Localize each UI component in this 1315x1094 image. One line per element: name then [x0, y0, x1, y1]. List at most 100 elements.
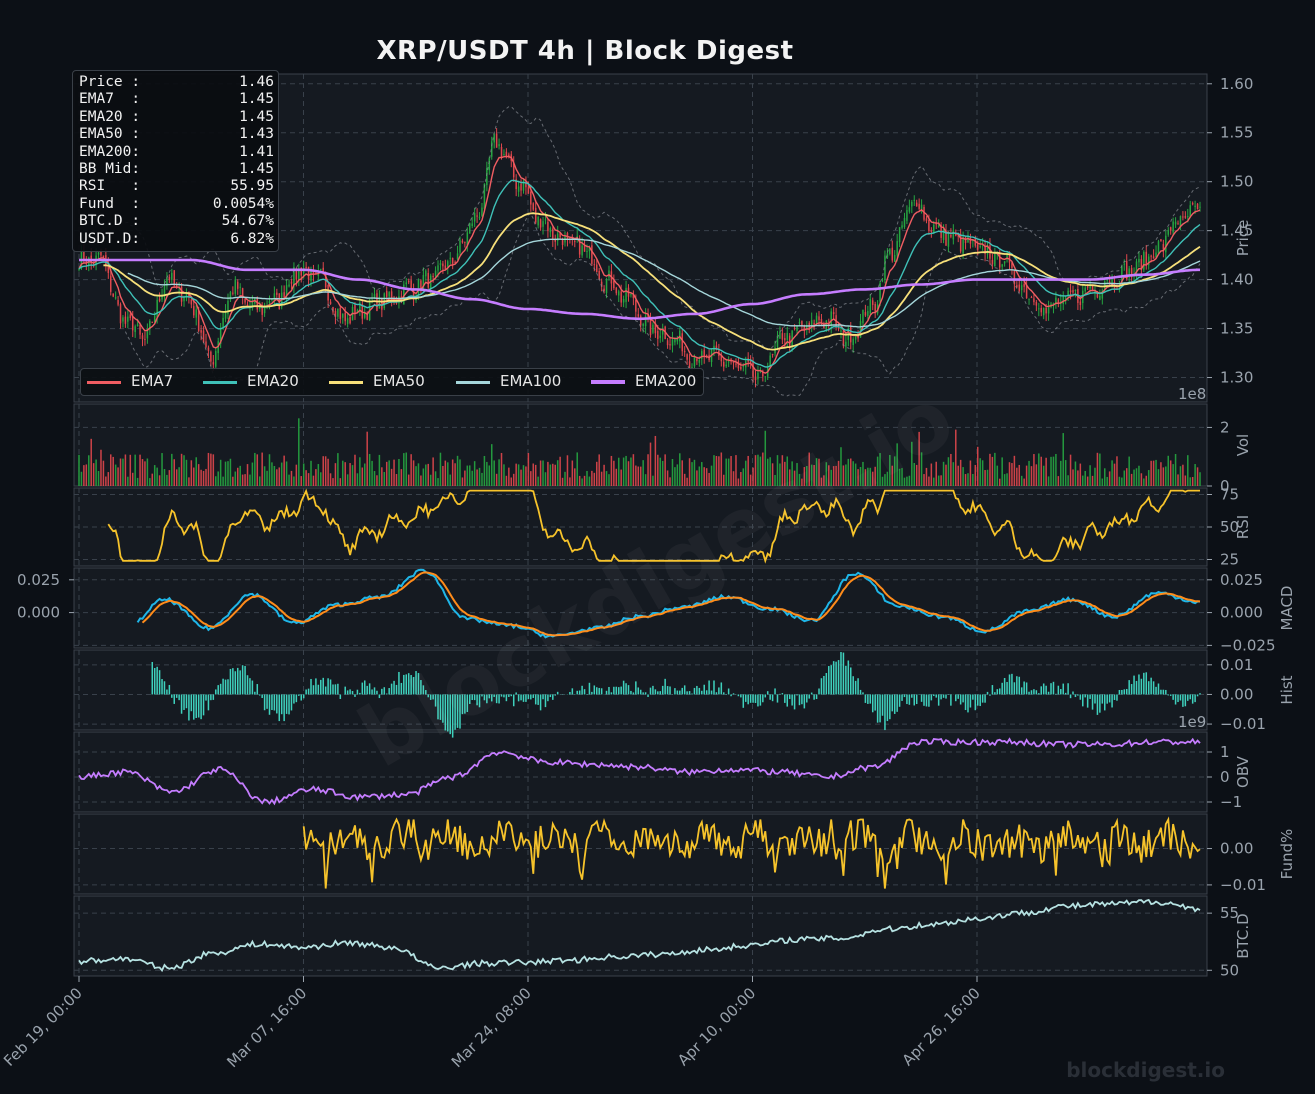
- candle-body: [952, 230, 955, 240]
- hist-bar: [737, 694, 740, 697]
- candle-body: [320, 268, 322, 270]
- hist-bar: [500, 694, 503, 697]
- volume-bar: [244, 474, 246, 486]
- volume-bar: [434, 471, 437, 486]
- candle-body: [578, 237, 581, 255]
- candle-body: [818, 316, 820, 321]
- volume-bar: [229, 458, 232, 486]
- hist-bar: [776, 694, 779, 703]
- hist-bar: [781, 693, 784, 695]
- volume-bar: [349, 463, 351, 486]
- candle-body: [451, 257, 454, 264]
- candle-body: [481, 207, 483, 216]
- volume-bar: [749, 474, 752, 486]
- hist-bar: [530, 694, 532, 700]
- hist-bar: [512, 694, 515, 707]
- volume-bar: [290, 470, 293, 486]
- volume-bar: [1184, 475, 1187, 486]
- volume-bar: [720, 452, 723, 486]
- candle-body: [764, 376, 767, 378]
- hist-bar: [556, 691, 559, 695]
- hist-bar: [600, 688, 603, 695]
- volume-bar: [796, 463, 798, 486]
- hist-bar: [578, 690, 581, 695]
- volume-bar: [471, 470, 473, 486]
- volume-bar: [832, 466, 835, 486]
- hist-bar: [752, 694, 754, 703]
- candle-body: [552, 228, 554, 240]
- volume-bar: [80, 471, 83, 486]
- hist-bar: [205, 694, 207, 701]
- hist-bar: [161, 679, 163, 695]
- hist-bar: [407, 673, 410, 695]
- candle-body: [632, 294, 635, 299]
- candle-body: [769, 355, 771, 367]
- volume-bar: [271, 462, 273, 486]
- hist-bar: [285, 694, 288, 714]
- candle-body: [263, 305, 266, 314]
- volume-bar: [891, 465, 894, 486]
- hist-bar: [632, 692, 635, 695]
- candle-body: [801, 321, 803, 326]
- info-key: USDT.D:: [79, 230, 141, 247]
- volume-bar: [136, 477, 139, 486]
- candle-body: [1162, 244, 1165, 250]
- legend-label: EMA7: [131, 372, 174, 390]
- candle-body: [388, 292, 390, 297]
- volume-bar: [1160, 462, 1162, 486]
- candle-body: [906, 210, 908, 221]
- hist-bar: [1157, 683, 1160, 695]
- hist-bar: [937, 694, 940, 706]
- candle-body: [476, 215, 478, 217]
- volume-bar: [884, 474, 886, 486]
- hist-bar: [1016, 676, 1018, 695]
- hist-bar: [854, 680, 857, 695]
- hist-bar: [293, 694, 295, 704]
- volume-bar: [1084, 470, 1086, 486]
- candle-body: [659, 335, 662, 338]
- candle-body: [442, 263, 444, 267]
- hist-bar: [478, 694, 481, 708]
- candle-body: [503, 154, 505, 156]
- hist-bar: [730, 694, 732, 697]
- hist-bar: [261, 694, 263, 699]
- hist-bar: [681, 687, 683, 695]
- candle-body: [525, 183, 527, 188]
- hist-bar: [571, 688, 574, 695]
- hist-bar: [1174, 694, 1177, 705]
- hist-bar: [217, 685, 219, 695]
- candle-body: [1079, 301, 1082, 305]
- volume-bar: [664, 454, 666, 486]
- candle-body: [532, 203, 535, 210]
- volume-bar: [1113, 463, 1116, 486]
- candle-body: [1140, 259, 1143, 270]
- volume-bar: [539, 460, 542, 486]
- hist-bar: [425, 690, 427, 695]
- info-value: 1.45: [239, 108, 274, 125]
- candle-body: [933, 224, 935, 232]
- candle-body: [913, 199, 916, 201]
- hist-bar: [581, 685, 583, 695]
- candle-body: [310, 270, 312, 281]
- ema-legend: EMA7 EMA20 EMA50 EMA100 EMA200: [80, 368, 704, 396]
- candle-body: [1172, 221, 1174, 233]
- volume-bar: [625, 455, 627, 486]
- info-row: Fund : 0.0054%: [79, 196, 274, 213]
- hist-bar: [193, 694, 195, 720]
- volume-bar: [566, 455, 569, 486]
- hist-bar: [647, 694, 649, 698]
- volume-bar: [913, 463, 916, 486]
- volume-bar: [823, 475, 825, 486]
- candle-body: [723, 361, 725, 367]
- hist-bar: [710, 690, 713, 695]
- candle-body: [854, 334, 857, 340]
- volume-bar: [886, 471, 889, 486]
- volume-bar: [180, 453, 183, 486]
- hist-bar: [859, 689, 862, 695]
- candle-body: [1123, 263, 1126, 265]
- candle-body: [776, 335, 779, 347]
- candle-body: [1194, 205, 1196, 208]
- hist-bar: [351, 691, 354, 695]
- volume-bar: [581, 478, 583, 486]
- volume-bar: [1103, 468, 1106, 486]
